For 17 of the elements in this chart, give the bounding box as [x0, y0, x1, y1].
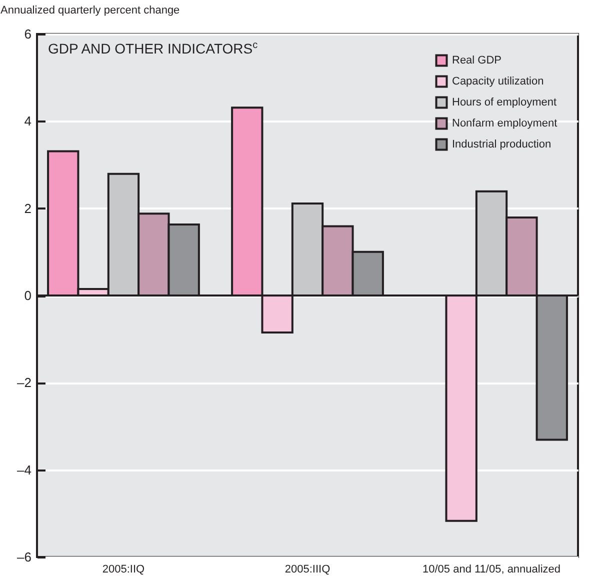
legend-label: Hours of employment	[452, 96, 557, 108]
legend-label: Nonfarm employment	[452, 118, 558, 130]
y-tick-label: –4	[17, 462, 32, 478]
text: GDP AND OTHER INDICATORS$^{c}$	[48, 40, 258, 57]
y-axis-title: Annualized quarterly percent change	[0, 4, 180, 16]
y-tick-label: –2	[17, 375, 32, 390]
legend-label: Industrial production	[452, 138, 552, 150]
y-tick-label: –6	[17, 550, 32, 564]
x-tick-label: 10/05 and 11/05, annualized	[422, 564, 561, 576]
x-tick-label: 2005:IIIQ	[284, 564, 331, 576]
y-tick-label: 4	[24, 114, 32, 129]
y-tick-label: 6	[24, 26, 32, 42]
y-tick-label: 0	[24, 288, 32, 303]
x-tick-label: 2005:IIQ	[102, 564, 146, 576]
legend-label: Capacity utilization	[452, 76, 544, 88]
legend-label: Real GDP	[452, 54, 502, 66]
y-tick-label: 2	[24, 200, 32, 216]
